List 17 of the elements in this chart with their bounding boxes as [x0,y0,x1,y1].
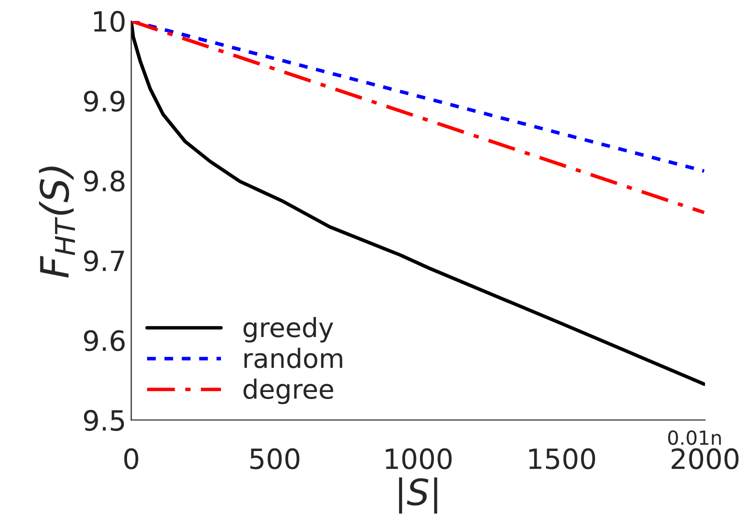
y-tick-label: 9.8 [84,170,124,192]
x-tick-label: 1000 [386,448,452,470]
y-tick-label: 9.5 [84,410,124,431]
y-tick-label: 9.7 [84,250,124,272]
y-axis-title: F$_{HT}$(S) [39,166,75,278]
x-tick-label: 0 [124,448,138,470]
x-tick-label: 500 [250,448,300,470]
x-tick-label: 2000 [672,448,738,470]
y-tick-label: 9.6 [84,330,125,352]
legend-label: random [244,348,342,368]
x-tick-label: 1500 [529,448,596,470]
text: 0.01n [668,430,721,446]
legend-label: degree [244,378,334,404]
y-tick-label: 9.9 [84,90,124,112]
y-tick-label: 10 [94,10,125,32]
legend-label: greedy [244,316,334,343]
x-axis-title: |S| [399,477,438,514]
